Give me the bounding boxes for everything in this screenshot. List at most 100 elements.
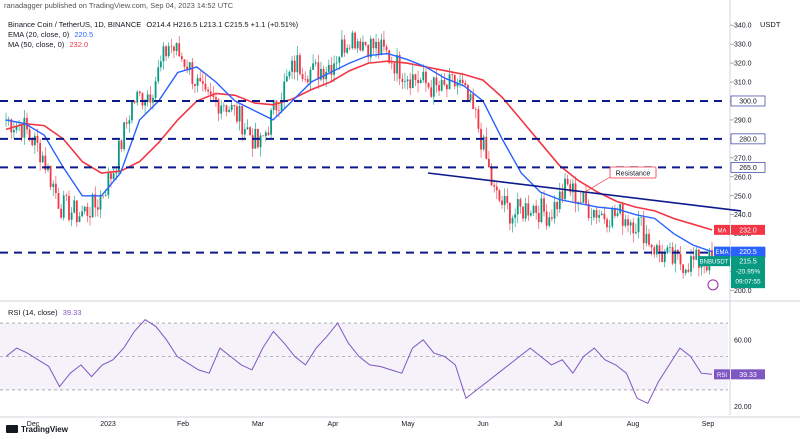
- candle-body: [417, 80, 419, 84]
- candle-body: [159, 61, 162, 68]
- candle-body: [36, 135, 39, 143]
- level-label: 280.0: [739, 136, 757, 143]
- candle-body: [346, 47, 349, 53]
- y-tick-label: 200.0: [734, 288, 752, 295]
- candle-body: [540, 198, 543, 223]
- candle-body: [553, 201, 556, 219]
- rsi-axis-value: 39.33: [739, 372, 757, 379]
- candle-body: [217, 99, 220, 114]
- tradingview-logo: TradingView: [6, 425, 68, 434]
- candle-body: [650, 244, 653, 248]
- candle-body: [28, 129, 31, 138]
- candle-body: [99, 195, 102, 210]
- candle-body: [73, 200, 76, 213]
- candle-body: [125, 122, 128, 124]
- candle-body: [464, 82, 467, 86]
- candle-body: [705, 266, 708, 271]
- candle-body: [283, 81, 286, 102]
- candle-body: [561, 191, 564, 199]
- candle-body: [516, 199, 519, 215]
- candle-body: [65, 195, 68, 196]
- candle-body: [75, 200, 78, 223]
- candle-body: [262, 135, 265, 137]
- candle-body: [446, 84, 448, 90]
- rsi-value-box: [731, 369, 765, 380]
- indicator-tag: [714, 246, 730, 257]
- candle-body: [585, 192, 587, 204]
- candle-body: [592, 210, 595, 218]
- candle-body: [348, 47, 351, 49]
- candle-body: [70, 212, 73, 220]
- candle-body: [288, 71, 291, 77]
- symbol-tag: [698, 256, 730, 267]
- candle-body: [243, 129, 246, 135]
- candle-body: [566, 178, 569, 185]
- candle-body: [532, 205, 535, 214]
- ema-label: EMA (20, close, 0): [8, 30, 70, 39]
- candle-body: [537, 212, 540, 223]
- y-tick-label: 270.0: [734, 155, 752, 162]
- ohlc-readout: O214.4 H216.5 L213.1 C215.5 +1.1 (+0.51%…: [146, 20, 299, 29]
- candle-body: [154, 81, 157, 98]
- candle-body: [320, 68, 322, 80]
- candle-body: [383, 39, 385, 47]
- candle-body: [427, 83, 430, 88]
- candle-body: [493, 185, 496, 187]
- candle-body: [574, 183, 577, 204]
- candle-body: [624, 219, 627, 226]
- candle-body: [514, 214, 517, 218]
- candle-body: [180, 56, 183, 60]
- candle-body: [212, 94, 215, 98]
- candle-body: [411, 74, 414, 89]
- candle-body: [144, 101, 147, 106]
- candle-body: [375, 41, 377, 49]
- y-tick-label: 250.0: [734, 193, 752, 200]
- x-tick-label: Aug: [627, 421, 640, 428]
- candle-body: [128, 120, 131, 124]
- candle-body: [170, 46, 173, 47]
- candle-body: [627, 219, 629, 226]
- candle-body: [68, 195, 70, 220]
- x-tick-label: May: [401, 421, 415, 428]
- candle-body: [175, 43, 178, 52]
- last-price-extra: -20.95%: [736, 269, 760, 276]
- candle-body: [443, 80, 446, 85]
- candle-body: [270, 110, 272, 135]
- candle-body: [296, 55, 299, 73]
- candle-body: [490, 167, 493, 186]
- candle-body: [616, 213, 619, 216]
- level-label-box: [730, 162, 766, 173]
- x-tick-label: Jun: [477, 421, 488, 428]
- currency-label: USDT: [760, 20, 781, 29]
- candle-body: [645, 233, 648, 244]
- indicator-tag-text: MA: [718, 228, 727, 234]
- y-tick-label: 310.0: [734, 80, 752, 87]
- ma50-line: [5, 60, 713, 231]
- candle-body: [619, 204, 622, 214]
- candle-body: [115, 172, 118, 174]
- candle-body: [393, 63, 396, 74]
- candle-body: [102, 195, 105, 197]
- logo-text: TradingView: [21, 425, 68, 434]
- candle-body: [338, 56, 341, 63]
- candle-body: [312, 63, 314, 70]
- annotation-box: [609, 166, 657, 179]
- candle-body: [44, 155, 47, 171]
- candle-body: [608, 226, 611, 228]
- rsi-tag-text: RSI: [717, 373, 727, 379]
- candle-body: [453, 75, 456, 87]
- candle-body: [351, 32, 354, 49]
- indicator-price-value: 220.5: [739, 249, 757, 256]
- candle-body: [587, 203, 590, 219]
- candle-body: [301, 74, 304, 79]
- candle-body: [425, 71, 427, 84]
- candle-body: [341, 39, 343, 57]
- ema-legend: EMA (20, close, 0) 220.5: [8, 30, 96, 39]
- candle-body: [83, 206, 86, 212]
- candle-body: [629, 222, 632, 226]
- candle-body: [20, 125, 23, 138]
- candle-body: [548, 217, 551, 226]
- candle-body: [112, 173, 115, 179]
- candle-body: [556, 201, 559, 210]
- candle-body: [359, 41, 362, 51]
